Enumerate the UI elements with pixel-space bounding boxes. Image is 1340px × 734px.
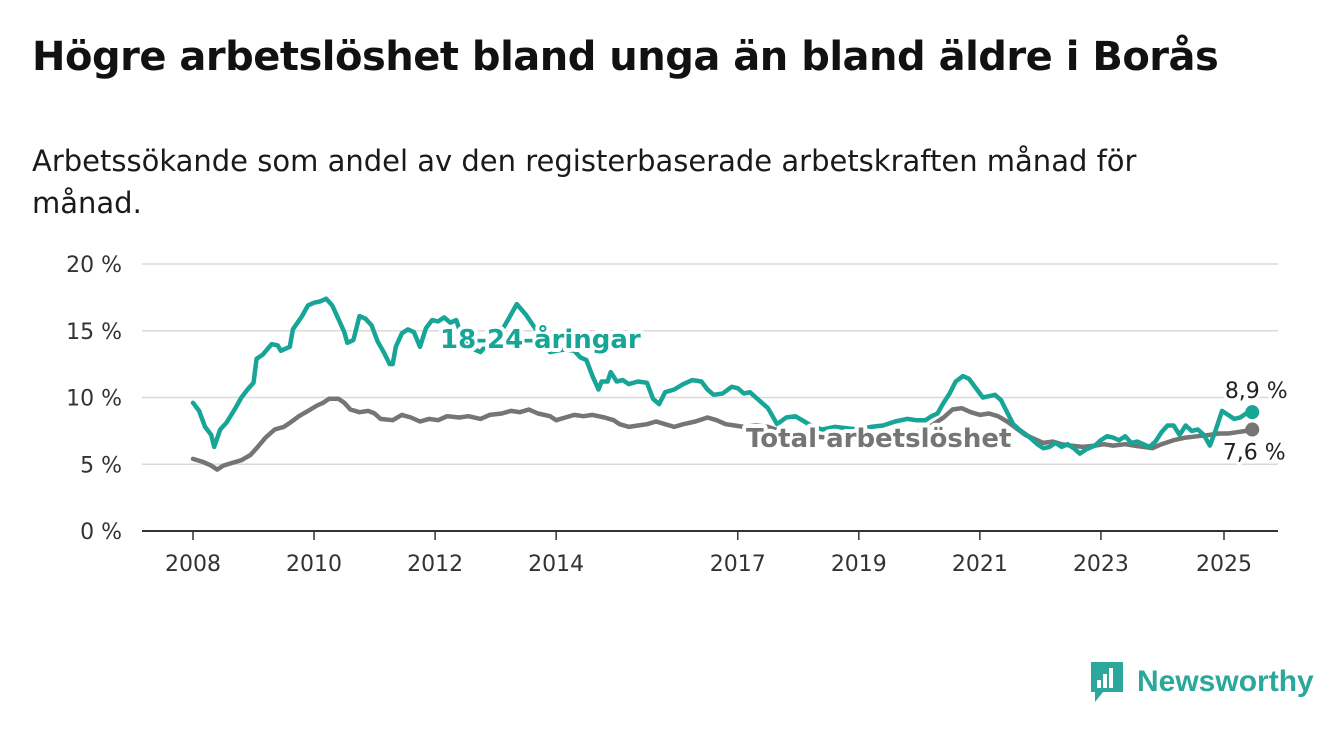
- y-tick-label: 5 %: [80, 453, 122, 478]
- series-lines: [190, 296, 1260, 472]
- newsworthy-wordmark: Newsworthy: [1137, 665, 1314, 698]
- x-axis-ticks: 2008 2010 2012 2014 2017 2019 2021 2023 2025: [165, 531, 1252, 577]
- x-tick-label: 2017: [710, 552, 766, 577]
- x-tick-label: 2010: [286, 552, 342, 577]
- y-axis-ticks: 0 % 5 % 10 % 15 % 20 %: [66, 253, 122, 545]
- x-tick-label: 2019: [831, 552, 887, 577]
- x-tick-label: 2012: [407, 552, 463, 577]
- x-tick-label: 2008: [165, 552, 221, 577]
- series-end-point: [1245, 422, 1260, 437]
- series-labels: 18-24-åringar Total arbetslöshet 8,9 % 7,6 …: [436, 319, 1291, 469]
- series-end-point: [1245, 405, 1260, 420]
- series-label-total: Total arbetslöshet: [746, 424, 1011, 454]
- y-tick-label: 0 %: [80, 520, 122, 545]
- x-tick-label: 2023: [1073, 552, 1129, 577]
- y-tick-label: 10 %: [66, 387, 122, 412]
- y-tick-label: 20 %: [66, 253, 122, 278]
- chart-title: Högre arbetslöshet bland unga än bland ä…: [32, 34, 1219, 80]
- y-tick-label: 15 %: [66, 320, 122, 345]
- end-value-label-total: 7,6 %: [1223, 441, 1286, 466]
- end-value-label-youth: 8,9 %: [1225, 379, 1288, 404]
- x-tick-label: 2014: [528, 552, 584, 577]
- x-tick-label: 2025: [1196, 552, 1252, 577]
- newsworthy-logo-icon: [1091, 662, 1123, 702]
- series-label-youth: 18-24-åringar: [440, 323, 641, 355]
- series-line: [190, 296, 1255, 456]
- chart-subtitle: Arbetssökande som andel av den registerb…: [32, 144, 1137, 220]
- newsworthy-brand[interactable]: Newsworthy: [1089, 660, 1314, 704]
- series-line: [190, 396, 1255, 472]
- x-tick-label: 2021: [952, 552, 1008, 577]
